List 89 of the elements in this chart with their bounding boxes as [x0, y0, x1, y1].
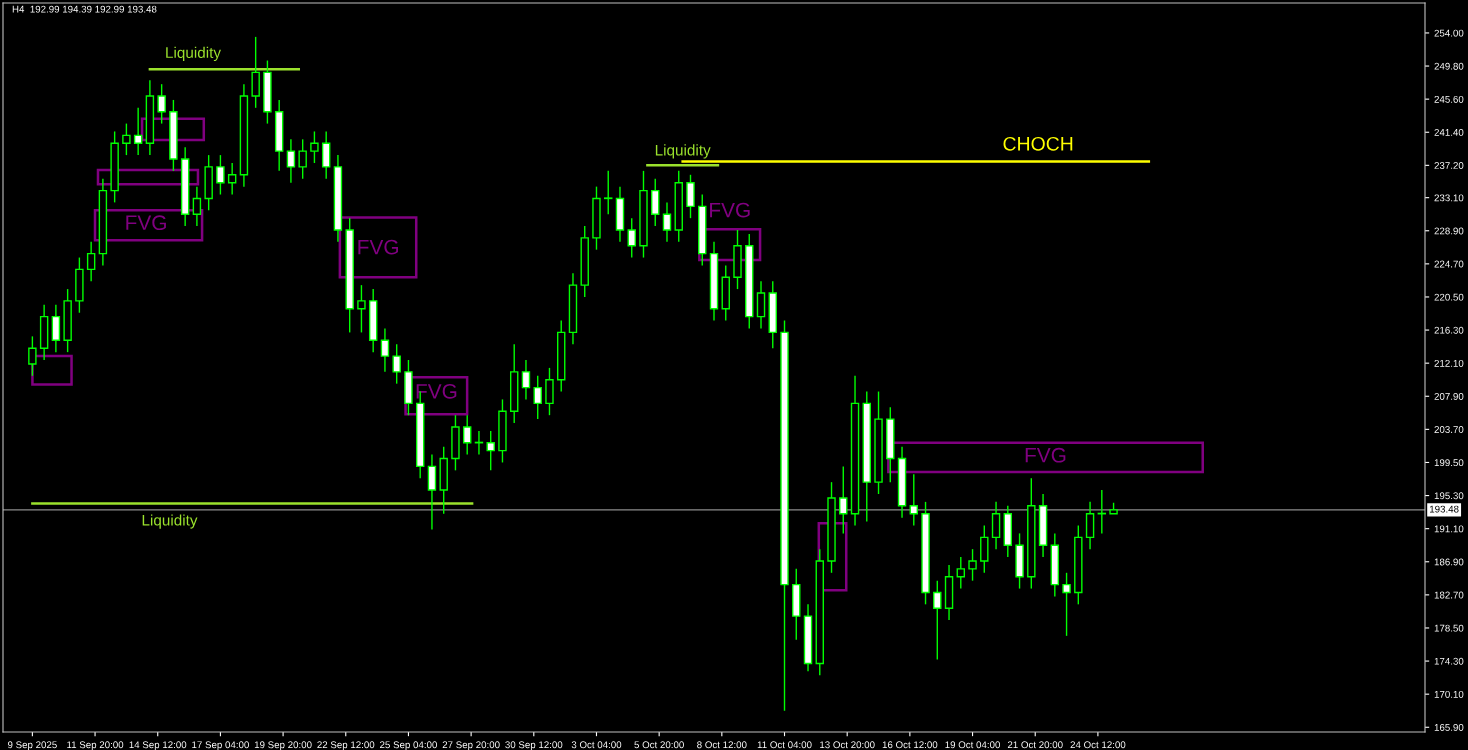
y-tick-label: 178.50 [1434, 624, 1464, 632]
candlestick [1062, 572, 1071, 637]
candlestick [298, 138, 307, 180]
candlestick [968, 548, 977, 582]
x-tick-label: 19 Oct 04:00 [945, 741, 1000, 749]
candlestick [357, 284, 366, 334]
annotation: Liquidity [655, 144, 711, 159]
annotation: CHOCH [1003, 136, 1073, 151]
candlestick [909, 473, 919, 527]
candlestick [380, 327, 390, 373]
y-tick-label: 186.90 [1434, 558, 1464, 566]
candlestick [839, 465, 848, 535]
chart-title: H4 192.99 194.39 192.99 193.48 [12, 5, 157, 13]
candlestick [604, 170, 613, 215]
y-tick-label: 216.30 [1434, 326, 1464, 334]
annotation: FVG [126, 215, 166, 231]
x-tick-label: 17 Sep 04:00 [192, 741, 249, 750]
y-tick-label: 224.70 [1434, 260, 1464, 268]
x-tick-label: 24 Oct 12:00 [1070, 741, 1126, 749]
candlestick [310, 130, 319, 164]
y-tick-label: 245.60 [1434, 95, 1464, 103]
candlestick [392, 343, 401, 385]
x-tick-label: 8 Oct 12:00 [697, 741, 747, 749]
candlestick [756, 280, 766, 330]
x-tick-label: 13 Oct 20:00 [820, 741, 875, 749]
y-tick-label: 195.30 [1434, 492, 1464, 500]
y-tick-label: 249.80 [1434, 62, 1464, 70]
y-tick-label: 203.70 [1434, 426, 1464, 433]
candlestick [686, 174, 695, 219]
x-tick-label: 3 Oct 04:00 [571, 741, 622, 749]
candlestick [192, 185, 202, 227]
candlestick [933, 579, 942, 661]
candlestick [216, 154, 225, 196]
candlestick [980, 524, 989, 574]
y-tick-label: 212.10 [1434, 359, 1464, 367]
annotation: Liquidity [142, 514, 198, 529]
ref-line-label: 193.48 [1430, 505, 1459, 513]
x-tick-label: 9 Sep 2025 [7, 741, 57, 750]
x-tick-label: 11 Sep 20:00 [67, 741, 124, 750]
candlestick [662, 201, 672, 243]
candlestick [545, 367, 554, 416]
x-tick-label: 30 Sep 12:00 [505, 741, 563, 750]
annotation: FVG [1025, 447, 1066, 463]
x-tick-label: 21 Oct 20:00 [1007, 741, 1063, 749]
candlestick [956, 556, 966, 590]
candlestick [122, 122, 131, 156]
candlestick [28, 335, 37, 377]
x-tick-label: 5 Oct 20:00 [634, 741, 684, 749]
candlestick [533, 375, 542, 420]
candlestick [627, 217, 636, 259]
candlestick [227, 162, 237, 196]
x-tick-label: 22 Sep 12:00 [317, 741, 375, 750]
y-tick-label: 207.90 [1434, 393, 1464, 400]
candlestick [321, 130, 331, 180]
annotation: FVG [416, 383, 457, 399]
candlestick [651, 178, 660, 227]
candlestick [157, 83, 166, 125]
y-tick-label: 165.90 [1434, 724, 1464, 731]
y-tick-label: 228.90 [1434, 227, 1464, 235]
candlestick [51, 304, 61, 353]
y-tick-label: 199.50 [1434, 459, 1464, 467]
candlestick [286, 138, 296, 184]
x-tick-label: 14 Sep 12:00 [129, 741, 187, 750]
annotation: Liquidity [166, 46, 221, 62]
annotation: FVG [710, 202, 750, 218]
y-tick-label: 241.40 [1434, 128, 1464, 136]
candlestick [521, 359, 531, 401]
candlestick [1085, 501, 1095, 550]
x-tick-label: 11 Oct 04:00 [757, 741, 812, 749]
y-tick-label: 233.10 [1434, 194, 1464, 202]
x-tick-label: 27 Sep 20:00 [442, 741, 500, 750]
candlestick [462, 414, 472, 456]
candlestick [251, 36, 260, 109]
candlestick [991, 501, 1001, 550]
candlestick [486, 430, 495, 472]
candlestick [86, 241, 96, 282]
x-tick-label: 25 Sep 04:00 [380, 741, 437, 750]
y-tick-label: 170.10 [1434, 690, 1464, 698]
y-tick-label: 191.10 [1434, 525, 1464, 533]
candlestick [427, 453, 437, 531]
x-tick-label: 19 Sep 20:00 [254, 741, 312, 750]
annotation: FVG [358, 239, 398, 255]
y-tick-label: 174.30 [1434, 657, 1464, 665]
y-tick-label: 254.00 [1434, 29, 1464, 37]
x-tick-label: 16 Oct 12:00 [882, 741, 938, 749]
y-tick-label: 237.20 [1434, 162, 1464, 169]
y-tick-label: 220.50 [1434, 293, 1464, 301]
y-tick-label: 182.70 [1434, 591, 1464, 599]
candlestick [133, 107, 143, 156]
